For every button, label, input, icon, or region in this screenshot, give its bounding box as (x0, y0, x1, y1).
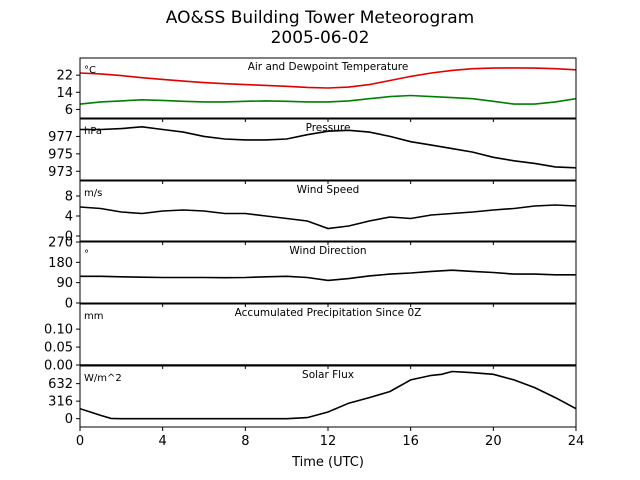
unit-label: ° (84, 249, 89, 260)
y-tick-label: 316 (48, 395, 73, 410)
unit-label: W/m^2 (84, 373, 122, 384)
series-line-2-1 (80, 125, 576, 169)
series-line-4-1 (80, 269, 576, 282)
series-line-1-1 (80, 67, 576, 89)
x-tick-label: 4 (159, 434, 167, 449)
y-tick-label: 0.00 (44, 359, 73, 374)
y-tick-label: 977 (48, 130, 73, 145)
panel-title: Air and Dewpoint Temperature (248, 61, 409, 73)
y-tick-label: 0 (65, 412, 73, 427)
y-tick-label: 632 (48, 377, 73, 392)
y-tick-label: 270 (48, 236, 73, 251)
series-line-1-2 (80, 94, 576, 105)
figure-title: AO&SS Building Tower Meteorogram (165, 8, 475, 28)
y-tick-label: 14 (56, 86, 73, 101)
y-tick-label: 6 (65, 103, 73, 118)
figure-date: 2005-06-02 (270, 28, 370, 48)
panel-6: 0 316 632 W/m^2 Solar Flux (48, 365, 577, 431)
series-line-6-1 (80, 370, 576, 420)
unit-label: m/s (84, 188, 102, 199)
series-line-3-1 (80, 204, 576, 230)
unit-label: hPa (84, 126, 102, 137)
x-tick-label: 20 (485, 434, 502, 449)
panel-title: Pressure (306, 122, 351, 134)
y-tick-label: 8 (65, 190, 73, 205)
panel-title: Accumulated Precipitation Since 0Z (235, 307, 422, 319)
y-tick-label: 22 (56, 69, 73, 84)
y-tick-label: 4 (65, 210, 73, 225)
y-tick-label: 0 (65, 230, 73, 245)
y-tick-label: 0.10 (44, 323, 73, 338)
x-tick-label: 8 (241, 434, 249, 449)
y-tick-label: 180 (48, 256, 73, 271)
x-tick-label: 16 (402, 434, 419, 449)
y-tick-label: 973 (48, 165, 73, 180)
panel-2: 973 975 977 hPa Pressure (48, 118, 577, 184)
x-tick-label: 24 (568, 434, 585, 449)
panel-3: 0 4 8 m/s Wind Speed (65, 180, 577, 245)
unit-label: mm (84, 311, 103, 322)
panel-title: Wind Speed (297, 184, 360, 196)
x-tick-label: 0 (76, 434, 84, 449)
y-tick-label: 0 (65, 297, 73, 312)
panel-4: 0 90 180 270 ° Wind Direction (48, 236, 577, 312)
unit-label: °C (84, 65, 96, 76)
x-tick-label: 12 (320, 434, 337, 449)
y-tick-label: 975 (48, 147, 73, 162)
panel-1: 6 14 22 °C Air and Dewpoint Temperature (56, 57, 577, 122)
y-tick-label: 90 (56, 276, 73, 291)
panel-title: Wind Direction (289, 245, 366, 257)
panel-title: Solar Flux (302, 369, 354, 381)
y-tick-label: 0.05 (44, 341, 73, 356)
x-axis-label: Time (UTC) (291, 455, 364, 470)
panel-5: 0.00 0.05 0.10 mm Accumulated Precipitation … (44, 303, 577, 374)
